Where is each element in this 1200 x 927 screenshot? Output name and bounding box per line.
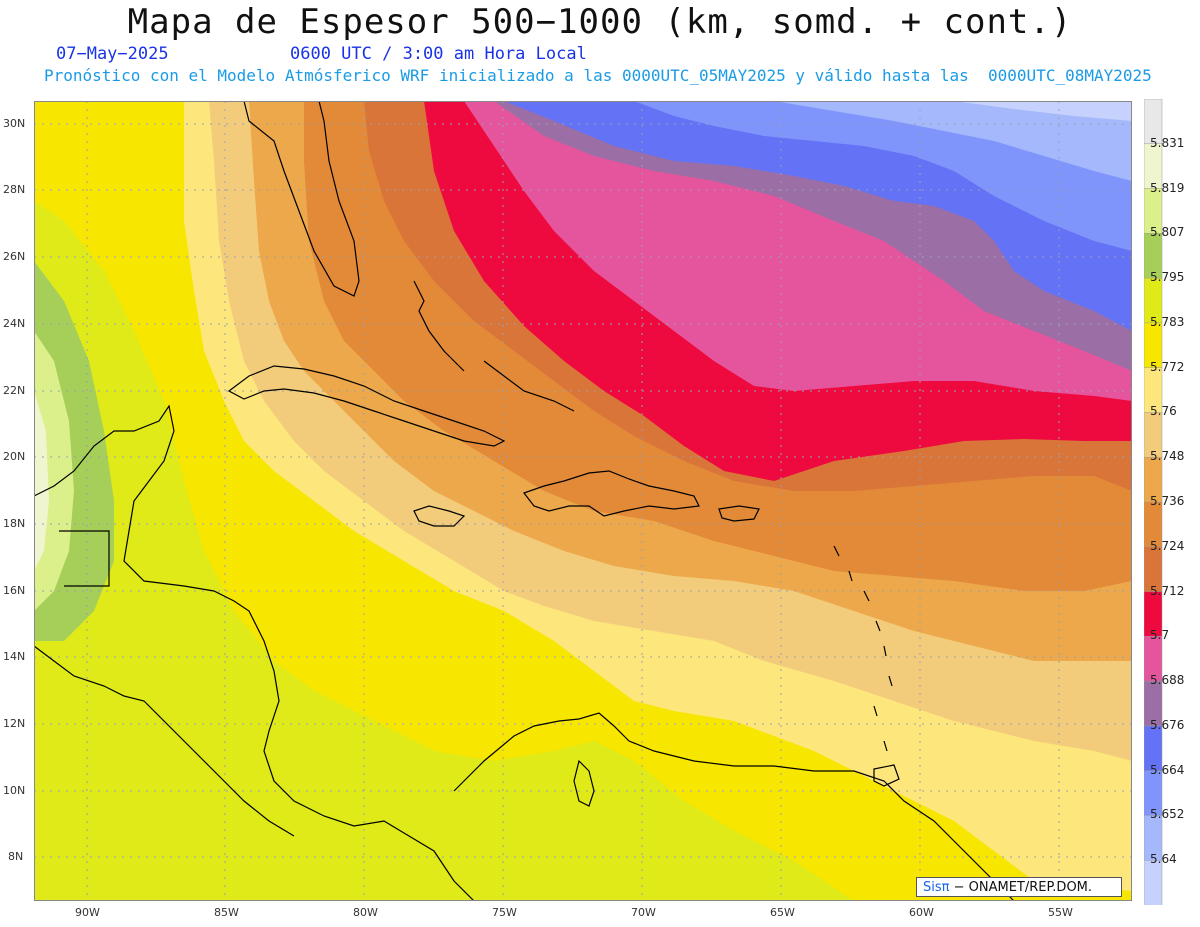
lat-label-14n: 14N — [3, 650, 26, 663]
colorbar-label: 5.676 — [1150, 717, 1185, 732]
colorbar-label: 5.772 — [1150, 359, 1185, 374]
thickness-map — [34, 101, 1132, 901]
lon-label-80w: 80W — [353, 906, 378, 919]
lon-label-75w: 75W — [492, 906, 517, 919]
forecast-date: 07−May−2025 — [56, 44, 169, 64]
colorbar-label: 5.664 — [1150, 762, 1185, 777]
credit-system: Sisπ — [923, 880, 950, 895]
lon-label-85w: 85W — [214, 906, 239, 919]
lat-lon-grid — [34, 101, 1132, 901]
lat-label-22n: 22N — [3, 384, 26, 397]
credit-org: − ONAMET/REP.DOM. — [953, 880, 1093, 895]
lat-label-12n: 12N — [3, 717, 26, 730]
map-frame — [34, 101, 1132, 901]
lat-label-20n: 20N — [3, 450, 26, 463]
colorbar-label: 5.76 — [1150, 404, 1177, 419]
colorbar-label: 5.64 — [1150, 852, 1177, 867]
colorbar-label: 5.795 — [1150, 270, 1185, 285]
forecast-time: 0600 UTC / 3:00 am Hora Local — [290, 44, 587, 64]
lat-label-26n: 26N — [3, 250, 26, 263]
contour-band-5819-west — [34, 391, 49, 571]
colorbar-label: 5.712 — [1150, 583, 1185, 598]
colorbar-label: 5.652 — [1150, 807, 1185, 822]
colorbar-label: 5.819 — [1150, 180, 1185, 195]
lon-label-70w: 70W — [631, 906, 656, 919]
lon-label-55w: 55W — [1048, 906, 1073, 919]
lon-label-90w: 90W — [75, 906, 100, 919]
colorbar-label: 5.688 — [1150, 673, 1185, 688]
colorbar-label: 5.783 — [1150, 314, 1185, 329]
colorbar-label: 5.724 — [1150, 538, 1185, 553]
lat-label-28n: 28N — [3, 183, 26, 196]
colorbar-label: 5.748 — [1150, 449, 1185, 464]
contour-band-5628 — [954, 101, 1132, 121]
lat-label-30n: 30N — [3, 117, 26, 130]
lat-label-10n: 10N — [3, 784, 26, 797]
lon-label-60w: 60W — [909, 906, 934, 919]
contour-band-5783-west — [34, 201, 854, 901]
forecast-info: Pronóstico con el Modelo Atmósferico WRF… — [44, 66, 1152, 85]
lat-label-18n: 18N — [3, 517, 26, 530]
contour-band-5640 — [774, 101, 1132, 181]
colorbar — [1144, 99, 1163, 905]
lat-label-8n: 8N — [8, 850, 24, 863]
colorbar-label: 5.831 — [1150, 135, 1185, 150]
lat-label-16n: 16N — [3, 584, 26, 597]
lon-label-65w: 65W — [770, 906, 795, 919]
coastlines — [34, 101, 1015, 901]
map-title: Mapa de Espesor 500−1000 (km, somd. + co… — [127, 2, 1073, 42]
colorbar-label: 5.7 — [1150, 628, 1170, 643]
credit-box: Sisπ − ONAMET/REP.DOM. — [916, 877, 1122, 897]
colorbar-label: 5.736 — [1150, 494, 1185, 508]
colorbar-swatch — [1144, 859, 1163, 905]
colorbar-label: 5.807 — [1150, 225, 1185, 240]
lat-label-24n: 24N — [3, 317, 26, 330]
